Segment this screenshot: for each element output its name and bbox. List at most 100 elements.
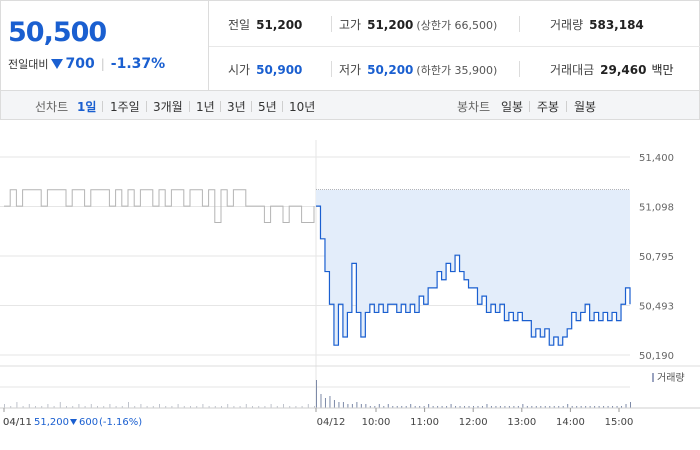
prev-day-series — [4, 189, 315, 223]
volume-bar — [53, 406, 55, 408]
volume-bar — [146, 406, 148, 408]
volume-bar — [221, 406, 222, 408]
lower-limit: (하한가 35,900) — [416, 64, 498, 77]
volume-bar — [109, 404, 111, 408]
volume-bar — [612, 406, 614, 408]
period-button-1w[interactable]: 1주일 — [110, 100, 140, 114]
volume-bar — [140, 404, 142, 408]
volume-legend-label: 거래량 — [657, 372, 685, 384]
price-chart[interactable]: 51,400 51,098 50,795 50,493 50,190 거래량 04/11… — [0, 120, 700, 450]
volume-bar — [324, 398, 326, 408]
volume-bar — [283, 404, 284, 408]
stat-high: 고가 51,200 (상한가 66,500) — [339, 16, 497, 33]
volume-bar — [314, 406, 315, 408]
volume-bar — [544, 406, 546, 408]
stat-value: 51,200 — [256, 18, 303, 32]
volume-bar — [598, 406, 600, 408]
volume-bar — [481, 406, 483, 408]
volume-bar — [526, 406, 528, 408]
period-button-5y[interactable]: 5년 — [258, 100, 277, 114]
volume-bar — [171, 406, 173, 408]
volume-bar — [316, 380, 317, 408]
volume-bar — [338, 402, 340, 408]
y-tick-label: 50,190 — [639, 351, 674, 362]
volume-bar — [567, 404, 569, 408]
volume-bar — [387, 404, 389, 408]
today-series — [316, 205, 631, 346]
volume-bar — [35, 406, 36, 408]
volume-bar — [464, 406, 466, 408]
volume-bar — [208, 406, 210, 408]
volume-bar — [333, 400, 335, 408]
volume-legend-marker — [652, 373, 654, 382]
volume-bar — [441, 406, 443, 408]
volume-bar — [276, 406, 278, 408]
period-button-3y[interactable]: 3년 — [227, 100, 246, 114]
stat-prev-close: 전일 51,200 — [228, 16, 302, 33]
volume-bar — [165, 406, 167, 408]
stat-open: 시가 50,900 — [228, 61, 302, 78]
candle-chart-label: 봉차트 — [457, 100, 491, 114]
volume-bar — [115, 406, 117, 408]
volume-bar — [585, 406, 587, 408]
volume-bar — [128, 402, 129, 408]
volume-bar — [134, 406, 136, 408]
area-group — [316, 189, 630, 346]
period-button-1y[interactable]: 1년 — [196, 100, 215, 114]
volume-bar — [468, 406, 470, 408]
volume-bar — [233, 406, 235, 408]
divider — [209, 46, 700, 47]
x-tick-label: 14:00 — [556, 417, 585, 428]
volume-bar — [190, 406, 191, 408]
volume-bar — [517, 406, 519, 408]
volume-bar — [477, 406, 479, 408]
prev-day-line — [4, 189, 315, 223]
stat-value: 583,184 — [589, 18, 644, 32]
divider — [519, 61, 520, 77]
y-tick-label: 51,098 — [639, 203, 674, 214]
period-button-3m[interactable]: 3개월 — [153, 100, 183, 114]
volume-bar — [621, 406, 623, 408]
volume-bar — [455, 406, 457, 408]
change-label: 전일대비 — [8, 58, 49, 71]
volume-bar — [383, 406, 385, 408]
upper-limit: (상한가 66,500) — [416, 19, 498, 32]
candle-button-monthly[interactable]: 월봉 — [574, 100, 597, 114]
price-box: 50,500 전일대비 700 | -1.37% — [1, 1, 209, 91]
divider — [220, 101, 221, 112]
volume-panel: 거래량 — [0, 365, 700, 408]
y-tick-label: 50,795 — [639, 252, 674, 263]
volume-bar — [202, 404, 204, 408]
volume-bar — [558, 406, 560, 408]
stat-label: 고가 — [339, 18, 362, 32]
volume-bar — [437, 406, 439, 408]
volume-bar — [571, 406, 573, 408]
volume-bar — [580, 406, 582, 408]
current-price: 50,500 — [8, 17, 107, 48]
stat-label: 전일 — [228, 18, 251, 32]
divider: | — [100, 57, 105, 71]
stat-label: 거래량 — [550, 18, 584, 32]
volume-bar — [450, 404, 452, 408]
candle-button-weekly[interactable]: 주봉 — [537, 100, 560, 114]
volume-bar — [459, 406, 461, 408]
today-line — [316, 205, 631, 346]
divider — [282, 101, 283, 112]
volume-bar — [473, 406, 474, 408]
period-button-1d[interactable]: 1일 — [77, 100, 97, 114]
volume-bar — [630, 402, 631, 408]
stat-label: 시가 — [228, 63, 251, 77]
volume-bar — [365, 404, 367, 408]
volume-bar — [78, 404, 80, 408]
volume-bar — [66, 406, 67, 408]
volume-bar — [562, 406, 564, 408]
period-button-10y[interactable]: 10년 — [289, 100, 316, 114]
change-rate: -1.37% — [110, 56, 166, 72]
volume-bar — [103, 406, 105, 408]
volume-bar — [423, 406, 425, 408]
volume-bar — [121, 406, 123, 408]
candle-button-daily[interactable]: 일봉 — [501, 100, 524, 114]
x-tick-label: 04/11 — [3, 417, 32, 428]
volume-bar — [508, 406, 510, 408]
volume-bar — [177, 404, 179, 408]
